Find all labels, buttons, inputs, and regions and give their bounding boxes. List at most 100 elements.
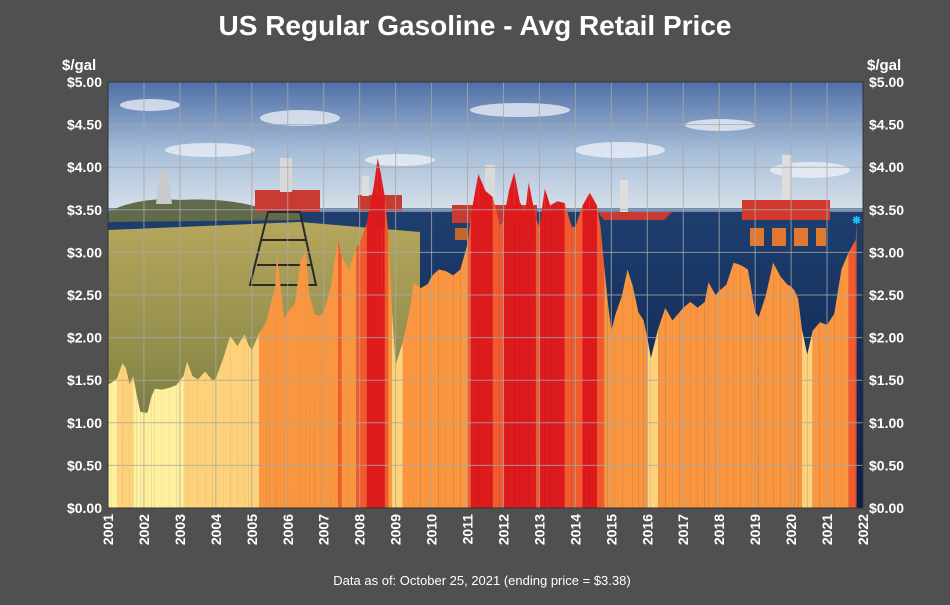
y-tick-label-right: $4.50 — [869, 117, 904, 133]
area-segment — [780, 276, 788, 508]
area-segment — [237, 334, 245, 508]
area-segment — [596, 205, 601, 508]
area-segment — [622, 269, 628, 508]
area-segment — [564, 202, 572, 508]
area-segment — [508, 172, 515, 508]
area-segment — [420, 283, 428, 508]
area-segment — [402, 307, 410, 508]
area-segment — [395, 341, 403, 508]
y-tick-label-left: $1.50 — [67, 372, 102, 388]
x-tick-label: 2019 — [747, 514, 763, 545]
area-segment — [287, 303, 295, 508]
area-segment — [323, 286, 331, 508]
y-tick-label-right: $3.50 — [869, 202, 904, 218]
area-segment — [627, 269, 633, 508]
area-segment — [697, 301, 705, 508]
y-tick-label-right: $3.00 — [869, 244, 904, 260]
area-segment — [514, 172, 520, 508]
area-segment — [758, 295, 766, 508]
y-axis-right-ticks: $0.00 $0.50 $1.00 $1.50 $2.00 $2.50 $3.00 $3.50… — [869, 74, 904, 516]
price-area-series — [108, 157, 857, 508]
area-segment — [320, 312, 324, 508]
area-segment — [834, 269, 842, 508]
area-segment — [485, 191, 493, 508]
area-segment — [643, 320, 648, 508]
y-tick-label-left: $0.50 — [67, 457, 102, 473]
area-segment — [819, 322, 828, 508]
area-segment — [812, 322, 820, 508]
area-segment — [338, 239, 342, 508]
end-point-star — [852, 216, 861, 225]
area-segment — [266, 307, 270, 508]
area-segment — [607, 301, 612, 508]
area-segment — [575, 205, 583, 508]
area-segment — [348, 248, 357, 508]
y-tick-label-left: $2.00 — [67, 330, 102, 346]
area-segment — [154, 388, 162, 508]
area-segment — [359, 222, 367, 508]
x-tick-label: 2017 — [675, 514, 691, 545]
x-axis-ticks: 2001 2002 2003 2004 2005 2006 2007 2008 2009 2010… — [100, 514, 871, 545]
area-segment — [747, 269, 752, 508]
area-segment — [280, 286, 285, 508]
area-segment — [169, 385, 177, 508]
x-tick-label: 2004 — [208, 514, 224, 545]
y-tick-label-right: $1.50 — [869, 372, 904, 388]
area-segment — [467, 214, 472, 508]
area-segment — [478, 174, 486, 508]
area-segment — [294, 260, 301, 508]
area-segment — [791, 286, 795, 508]
x-tick-label: 2009 — [388, 514, 404, 545]
y-tick-label-right: $1.00 — [869, 415, 904, 431]
x-tick-label: 2002 — [136, 514, 152, 545]
area-segment — [571, 226, 576, 508]
x-tick-label: 2014 — [567, 514, 583, 545]
area-segment — [230, 335, 238, 508]
area-segment — [314, 314, 321, 508]
rig-tower-icon — [156, 172, 172, 204]
area-segment — [248, 344, 252, 508]
area-segment — [679, 307, 684, 508]
area-segment — [374, 157, 378, 508]
area-segment — [460, 243, 468, 508]
y-axis-label-left: $/gal — [62, 57, 96, 74]
area-segment — [413, 282, 421, 508]
area-segment — [384, 197, 389, 508]
area-segment — [197, 371, 206, 508]
plot-frame — [107, 81, 864, 509]
area-segment — [658, 307, 666, 508]
area-segment — [787, 284, 792, 508]
area-segment — [143, 412, 148, 508]
area-segment — [557, 201, 565, 508]
x-tick-label: 2015 — [603, 514, 619, 545]
area-segment — [765, 262, 774, 508]
y-tick-label-left: $3.50 — [67, 202, 102, 218]
y-tick-label-right: $4.00 — [869, 159, 904, 175]
y-tick-label-left: $1.00 — [67, 415, 102, 431]
x-tick-label: 2013 — [531, 514, 547, 545]
area-segment — [848, 239, 856, 508]
area-segment — [715, 290, 720, 508]
area-segment — [801, 329, 808, 508]
area-segment — [798, 299, 802, 508]
area-segment — [341, 256, 349, 508]
area-segment — [187, 361, 193, 508]
area-segment — [356, 243, 360, 508]
area-segment — [183, 361, 188, 508]
area-segment — [161, 387, 170, 508]
area-segment — [665, 307, 673, 508]
y-tick-label-left: $0.00 — [67, 500, 102, 516]
area-segment — [212, 378, 216, 508]
x-tick-label: 2012 — [495, 514, 511, 545]
y-tick-label-right: $0.50 — [869, 457, 904, 473]
area-segment — [503, 191, 509, 508]
area-segment — [377, 157, 382, 508]
area-segment — [535, 218, 540, 508]
area-segment — [704, 282, 709, 508]
area-segment — [794, 290, 799, 508]
y-tick-label-left: $4.50 — [67, 117, 102, 133]
x-tick-label: 2007 — [316, 514, 332, 545]
x-tick-label: 2001 — [100, 514, 116, 545]
area-segment — [528, 182, 536, 508]
